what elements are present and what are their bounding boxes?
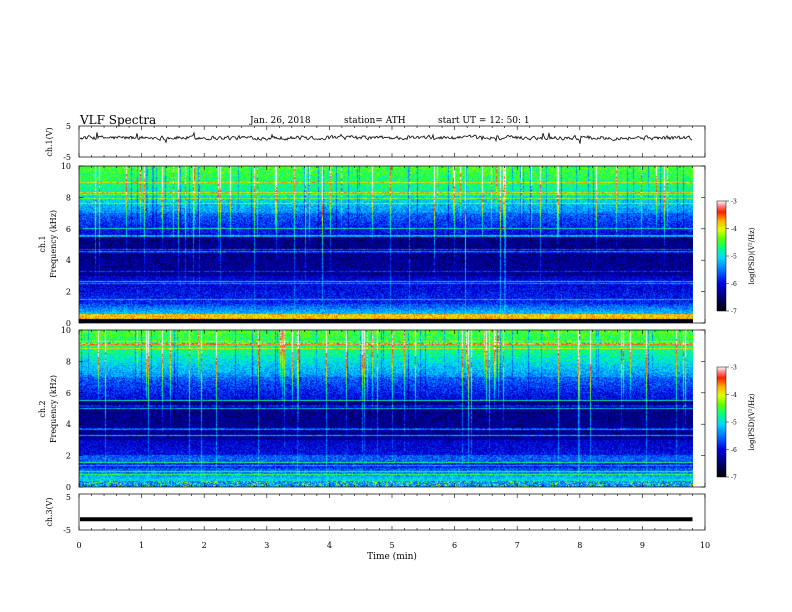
time-tick-label: 4 (327, 541, 332, 550)
ch2-colorbar: -3 -4 -5 -6 -7 log(PSD)(V²/Hz) (716, 365, 756, 482)
ch1-colorbar-label: log(PSD)(V²/Hz) (748, 227, 756, 284)
ch1-ytick-top: 5 (66, 122, 71, 131)
time-tick-label: 3 (264, 541, 269, 550)
time-tick-label: 2 (202, 541, 207, 550)
colorbar-tick-label: -5 (731, 420, 737, 427)
y-tick-label: 2 (66, 452, 71, 461)
ch3-ytick-bottom: -5 (63, 526, 71, 535)
colorbar-tick-label: -7 (731, 309, 737, 316)
y-tick-label: 4 (66, 420, 71, 429)
y-tick-label: 6 (66, 225, 71, 234)
colorbar-tick-label: -5 (731, 254, 737, 261)
y-tick-label: 10 (61, 326, 71, 335)
colorbar-tick-label: -7 (731, 475, 737, 482)
ch2-spectrogram-panel: 0 2 4 6 8 10 ch.2 Frequency (kHz) (38, 326, 706, 492)
ch1-spectrogram-xticks (78, 166, 706, 323)
time-tick-label: 0 (76, 541, 81, 550)
time-tick-label: 1 (139, 541, 144, 550)
ch2-spectrogram-ylabel: Frequency (kHz) (49, 375, 58, 443)
ch1-spectrogram-panel: 0 2 4 6 8 10 ch.1 Frequency (kHz) (38, 162, 706, 328)
y-tick-label: 4 (66, 256, 71, 265)
colorbar-tick-label: -3 (731, 365, 737, 372)
time-axis-label: Time (min) (367, 551, 417, 562)
time-tick-label: 6 (452, 541, 457, 550)
station-label: station= ATH (344, 116, 406, 126)
start-time-label: start UT = 12: 50: 1 (438, 116, 530, 126)
y-tick-label: 2 (66, 288, 71, 297)
y-tick-label: 10 (61, 162, 71, 171)
y-tick-label: 8 (66, 193, 71, 202)
ch1-waveform-xticks (78, 126, 706, 157)
y-tick-label: 0 (66, 483, 71, 492)
ch1-colorbar: -3 -4 -5 -6 -7 log(PSD)(V²/Hz) (716, 199, 756, 316)
ch1-colorbar-scale (716, 200, 727, 312)
ch1-waveform-frame (78, 125, 706, 158)
time-tick-label: 5 (389, 541, 394, 550)
ch1-ytick-bottom: -5 (63, 153, 71, 162)
ch2-colorbar-ticks: -3 -4 -5 -6 -7 (726, 365, 737, 482)
ch2-spectrogram-image (79, 330, 693, 487)
time-tick-label: 8 (577, 541, 582, 550)
ch3-waveform-xticks (78, 494, 706, 530)
ch3-waveform-ylabel: ch.3(V) (45, 497, 54, 526)
ch1-waveform-ylabel: ch.1(V) (45, 127, 54, 156)
date-label: Jan. 26, 2018 (249, 116, 311, 126)
ch1-colorbar-ticks: -3 -4 -5 -6 -7 (726, 199, 737, 316)
time-tick-label: 9 (640, 541, 645, 550)
ch2-spectrogram-xticks (78, 330, 706, 487)
colorbar-tick-label: -6 (731, 281, 737, 288)
y-tick-label: 8 (66, 357, 71, 366)
ch1-spectrogram-yticks: 0 2 4 6 8 10 (61, 162, 705, 328)
ch3-waveform-panel: 5 -5 ch.3(V) (45, 493, 706, 535)
time-tick-label: 10 (700, 541, 710, 550)
figure-title: VLF Spectra (79, 113, 156, 127)
ch2-colorbar-label: log(PSD)(V²/Hz) (748, 393, 756, 450)
colorbar-tick-label: -3 (731, 199, 737, 206)
ch1-spectrogram-image (79, 166, 693, 323)
ch2-colorbar-scale (716, 366, 727, 478)
ch1-spectrogram-ylabel: Frequency (kHz) (49, 210, 58, 278)
y-tick-label: 6 (66, 389, 71, 398)
time-tick-label: 7 (515, 541, 520, 550)
ch1-spectrogram-channel-label: ch.1 (38, 235, 47, 252)
ch3-waveform-frame (78, 493, 706, 531)
colorbar-tick-label: -4 (731, 392, 737, 399)
y-tick-label: 0 (66, 319, 71, 328)
ch2-spectrogram-channel-label: ch.2 (38, 400, 47, 417)
colorbar-tick-label: -4 (731, 226, 737, 233)
colorbar-tick-label: -6 (731, 447, 737, 454)
ch2-spectrogram-yticks: 0 2 4 6 8 10 (61, 326, 705, 492)
time-axis-ticklabels: 0 1 2 3 4 5 6 7 8 9 10 (76, 541, 710, 550)
ch1-waveform-panel: 5 -5 ch.1(V) (45, 122, 706, 162)
ch3-ytick-top: 5 (66, 493, 71, 502)
ch1-waveform-trace (79, 131, 693, 144)
